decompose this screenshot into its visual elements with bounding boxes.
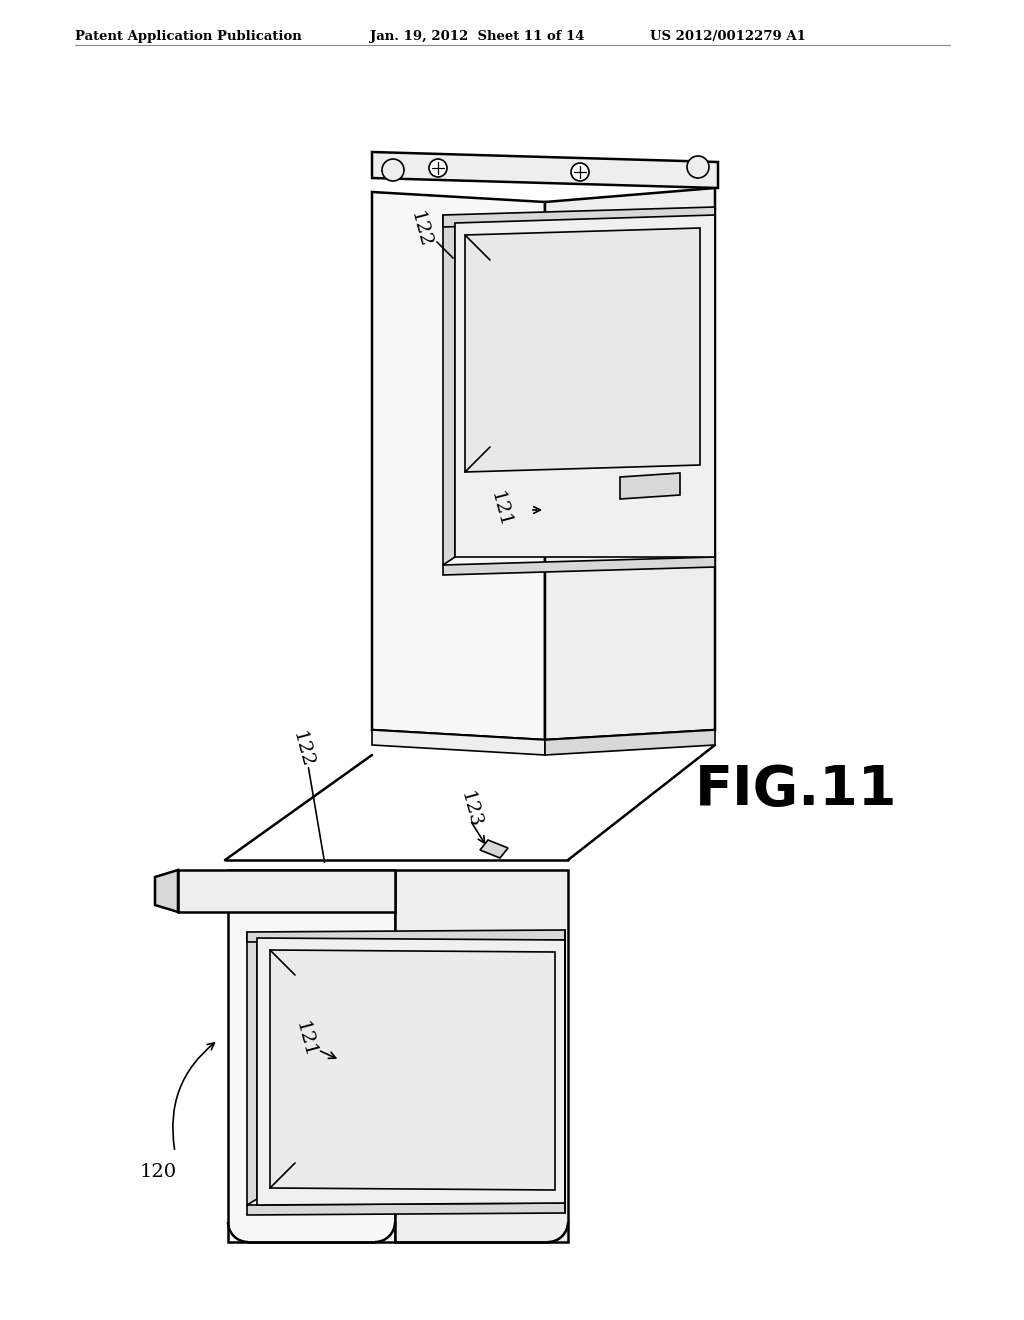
Text: 122: 122 bbox=[289, 730, 315, 771]
Polygon shape bbox=[395, 870, 568, 1242]
Text: 120: 120 bbox=[139, 1163, 176, 1181]
Polygon shape bbox=[372, 191, 545, 741]
Circle shape bbox=[571, 162, 589, 181]
Text: Jan. 19, 2012  Sheet 11 of 14: Jan. 19, 2012 Sheet 11 of 14 bbox=[370, 30, 585, 44]
Polygon shape bbox=[480, 840, 508, 858]
Polygon shape bbox=[443, 557, 715, 576]
Text: Patent Application Publication: Patent Application Publication bbox=[75, 30, 302, 44]
Polygon shape bbox=[228, 870, 395, 1242]
Circle shape bbox=[687, 156, 709, 178]
Polygon shape bbox=[270, 950, 555, 1191]
Polygon shape bbox=[372, 152, 718, 187]
Text: 121: 121 bbox=[292, 1020, 318, 1060]
Text: 122: 122 bbox=[407, 210, 433, 251]
Polygon shape bbox=[247, 931, 565, 942]
Polygon shape bbox=[178, 870, 395, 912]
Polygon shape bbox=[455, 215, 715, 557]
Polygon shape bbox=[545, 187, 715, 741]
Polygon shape bbox=[465, 228, 700, 473]
Polygon shape bbox=[155, 870, 178, 912]
Circle shape bbox=[429, 158, 447, 177]
Polygon shape bbox=[257, 939, 565, 1205]
Text: 121: 121 bbox=[486, 490, 513, 531]
Polygon shape bbox=[247, 932, 257, 1205]
Polygon shape bbox=[443, 207, 715, 227]
Polygon shape bbox=[372, 730, 545, 755]
Polygon shape bbox=[545, 730, 715, 755]
Polygon shape bbox=[443, 215, 455, 565]
Text: FIG.11: FIG.11 bbox=[695, 763, 897, 817]
Text: 123: 123 bbox=[457, 789, 483, 830]
Text: US 2012/0012279 A1: US 2012/0012279 A1 bbox=[650, 30, 806, 44]
Polygon shape bbox=[247, 1203, 565, 1214]
Circle shape bbox=[382, 158, 404, 181]
Polygon shape bbox=[620, 473, 680, 499]
